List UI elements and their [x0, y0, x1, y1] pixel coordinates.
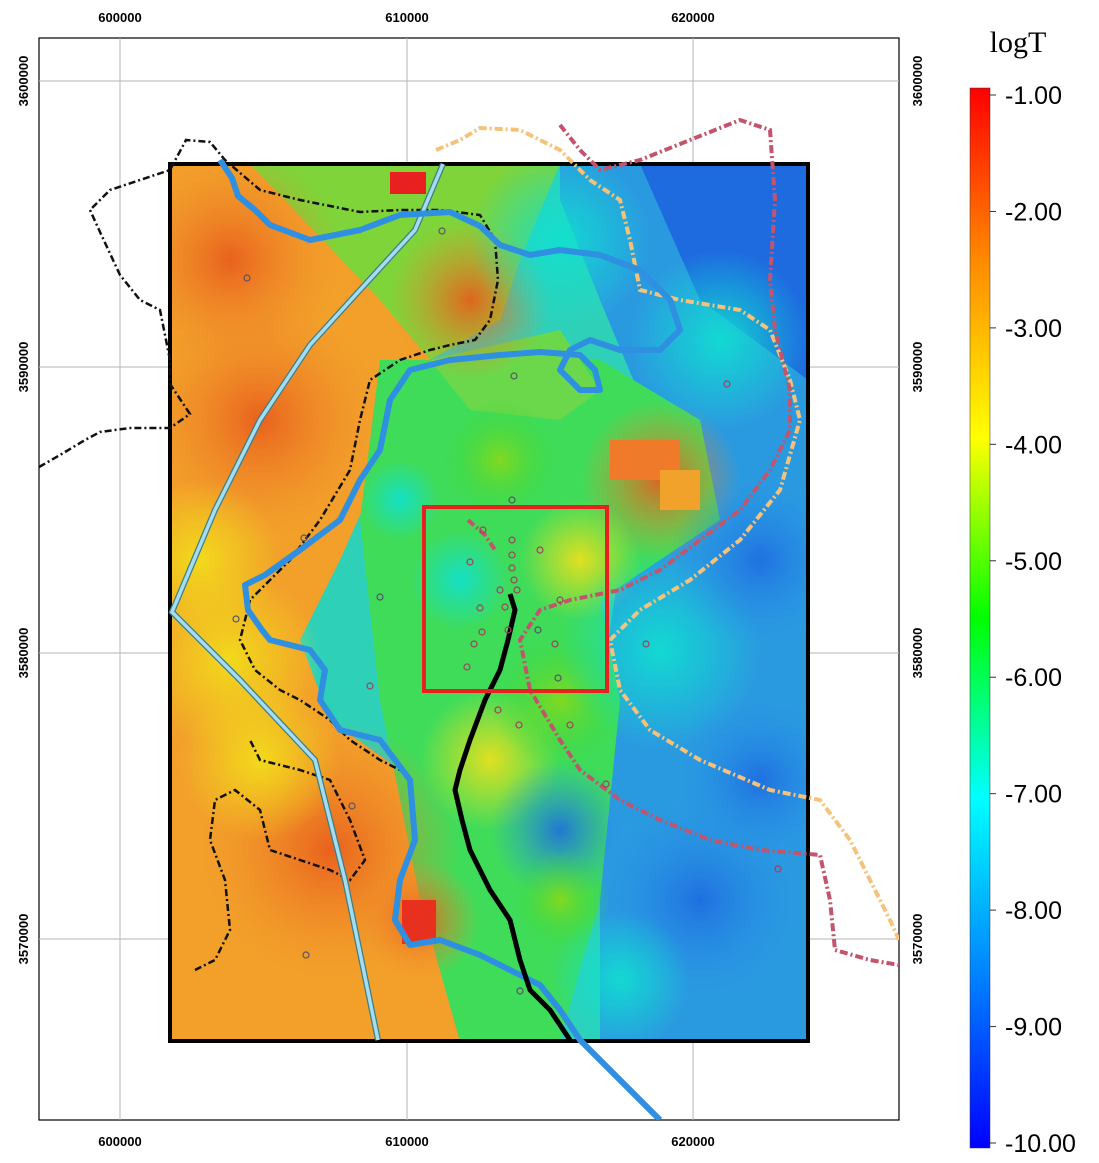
boundary-magenta-dashed	[517, 117, 899, 967]
colorbar-title: logT	[990, 26, 1047, 59]
colorbar-label: -2.00	[1005, 198, 1062, 226]
y-tick-label: 3590000	[16, 342, 31, 393]
y-tick-label: 3590000	[910, 342, 925, 393]
logT-raster	[170, 164, 808, 1041]
river	[217, 158, 683, 1120]
colorbar-label: -7.00	[1005, 781, 1062, 809]
x-tick-label: 620000	[671, 1134, 714, 1149]
x-tick-labels-bottom: 600000 610000 620000	[98, 1134, 714, 1149]
well-points	[232, 227, 782, 995]
y-tick-label: 3570000	[16, 914, 31, 965]
colorbar: logT -1.00 -2.00 -3.00 -4.00 -5.00 -6.00 -7.00…	[969, 26, 1076, 1158]
y-tick-label: 3600000	[910, 56, 925, 107]
colorbar-label: -8.00	[1005, 897, 1062, 925]
x-tick-label: 600000	[98, 1134, 141, 1149]
boundary-orange-dashed	[435, 125, 899, 941]
colorbar-label: -10.00	[1005, 1130, 1076, 1158]
boundary-magenta-fragment	[466, 518, 497, 552]
colorbar-label: -9.00	[1005, 1014, 1062, 1042]
x-tick-label: 620000	[671, 10, 714, 25]
inset-box	[422, 505, 609, 693]
colorbar-label: -1.00	[1005, 82, 1062, 110]
black-line-feature	[452, 593, 573, 1042]
x-tick-labels-top: 600000 610000 620000	[98, 10, 714, 25]
y-tick-label: 3570000	[910, 914, 925, 965]
admin-boundary-black-south	[194, 739, 367, 972]
colorbar-labels: -1.00 -2.00 -3.00 -4.00 -5.00 -6.00 -7.00 -8.00…	[990, 82, 1076, 1158]
y-tick-labels-left: 3600000 3590000 3580000 3570000	[16, 56, 31, 965]
x-tick-label: 610000	[385, 10, 428, 25]
y-tick-labels-right: 3600000 3590000 3580000 3570000	[910, 56, 925, 965]
colorbar-label: -5.00	[1005, 548, 1062, 576]
y-tick-label: 3600000	[16, 56, 31, 107]
study-area-boundary	[168, 162, 810, 1043]
road	[169, 163, 445, 1041]
colorbar-label: -6.00	[1005, 664, 1062, 692]
colorbar-label: -3.00	[1005, 315, 1062, 343]
y-tick-label: 3580000	[16, 628, 31, 679]
colorbar-label: -4.00	[1005, 431, 1062, 459]
x-tick-label: 600000	[98, 10, 141, 25]
y-tick-label: 3580000	[910, 628, 925, 679]
colorbar-ramp	[969, 87, 991, 1149]
x-tick-label: 610000	[385, 1134, 428, 1149]
